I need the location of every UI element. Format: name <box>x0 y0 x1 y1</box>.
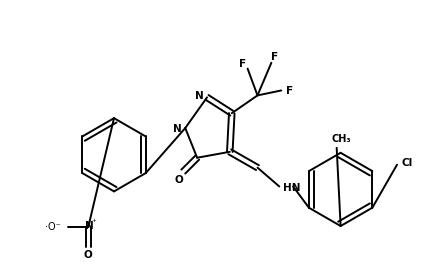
Text: N: N <box>195 91 203 101</box>
Text: O: O <box>175 175 184 184</box>
Text: Cl: Cl <box>401 158 413 168</box>
Text: ⁺: ⁺ <box>92 218 96 227</box>
Text: CH₃: CH₃ <box>332 134 352 144</box>
Text: HN: HN <box>283 183 301 193</box>
Text: N: N <box>173 124 182 134</box>
Text: F: F <box>271 52 278 62</box>
Text: ·O⁻: ·O⁻ <box>45 222 61 232</box>
Text: F: F <box>239 59 246 69</box>
Text: O: O <box>84 250 93 260</box>
Text: N: N <box>85 221 93 231</box>
Text: F: F <box>285 87 293 96</box>
